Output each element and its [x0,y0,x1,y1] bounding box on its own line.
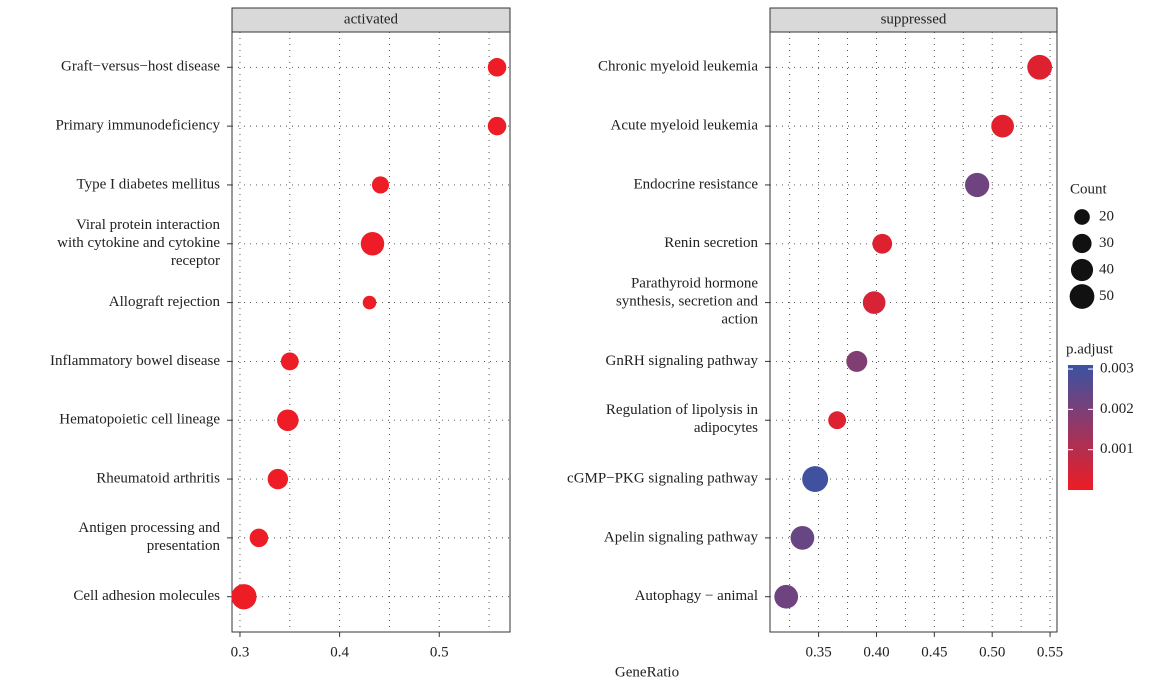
dot [991,114,1014,138]
size-legend-label: 20 [1099,208,1114,224]
size-legend-label: 50 [1099,288,1114,304]
color-legend-label: 0.001 [1100,441,1134,457]
dot [362,295,377,310]
size-legend-key [1069,284,1095,309]
dot [862,291,886,314]
color-bar [1068,365,1093,490]
color-legend-title: p.adjust [1066,341,1114,357]
dot [872,233,893,254]
panel-title: activated [344,11,399,27]
y-tick-label: Inflammatory bowel disease [50,353,220,369]
y-tick-label: Endocrine resistance [633,176,758,192]
x-tick-label: 0.5 [430,644,449,660]
color-legend-label: 0.002 [1100,401,1134,417]
dot [360,232,385,256]
y-tick-label: Allograft rejection [109,294,221,310]
y-tick-label: Acute myeloid leukemia [611,118,759,134]
panel [231,31,511,633]
dot [267,468,289,490]
y-tick-label: Autophagy − animal [635,588,758,604]
x-tick-label: 0.45 [921,644,947,660]
size-legend-key [1074,209,1090,225]
x-tick-label: 0.35 [805,644,831,660]
x-tick-label: 0.40 [863,644,889,660]
dot [846,350,868,372]
color-legend-label: 0.003 [1100,360,1134,376]
y-tick-label: Apelin signaling pathway [604,529,759,545]
dot [774,584,799,609]
x-axis-label: GeneRatio [615,664,679,680]
y-tick-label: Antigen processing and presentation [78,520,220,554]
strip [231,7,511,33]
size-legend-title: Count [1070,181,1108,197]
x-tick-label: 0.50 [979,644,1005,660]
x-tick-label: 0.55 [1037,644,1063,660]
dot [487,58,507,77]
y-tick-label: cGMP−PKG signaling pathway [567,470,758,486]
dot [487,116,507,136]
y-tick-label: Cell adhesion molecules [73,588,220,604]
dot [802,466,829,493]
dot [280,352,299,371]
y-tick-label: Type I diabetes mellitus [77,176,221,192]
y-tick-label: Graft−versus−host disease [61,59,220,75]
size-legend-key [1070,258,1094,282]
dot [1027,54,1053,80]
dot [965,172,990,198]
dot [231,584,257,610]
y-tick-label: Regulation of lipolysis in adipocytes [606,403,759,437]
strip [769,7,1058,33]
y-tick-label: Chronic myeloid leukemia [598,59,758,75]
size-legend-key [1072,233,1092,254]
panel-title: suppressed [881,11,947,27]
size-legend-label: 30 [1099,235,1114,251]
dot [790,526,815,550]
y-tick-label: Primary immunodeficiency [55,118,220,134]
dot [828,411,847,430]
x-tick-label: 0.4 [330,644,349,660]
y-tick-label: Rheumatoid arthritis [96,470,220,486]
y-tick-label: Hematopoietic cell lineage [59,412,220,428]
dot [249,528,269,548]
dot [277,409,299,432]
size-legend-label: 40 [1099,261,1114,277]
y-tick-label: Viral protein interaction with cytokine a… [57,217,220,269]
y-tick-label: GnRH signaling pathway [606,353,759,369]
y-tick-label: Renin secretion [664,235,758,251]
x-tick-label: 0.3 [231,644,250,660]
dot [371,176,390,194]
y-tick-label: Parathyroid hormone synthesis, secretion … [616,276,759,328]
